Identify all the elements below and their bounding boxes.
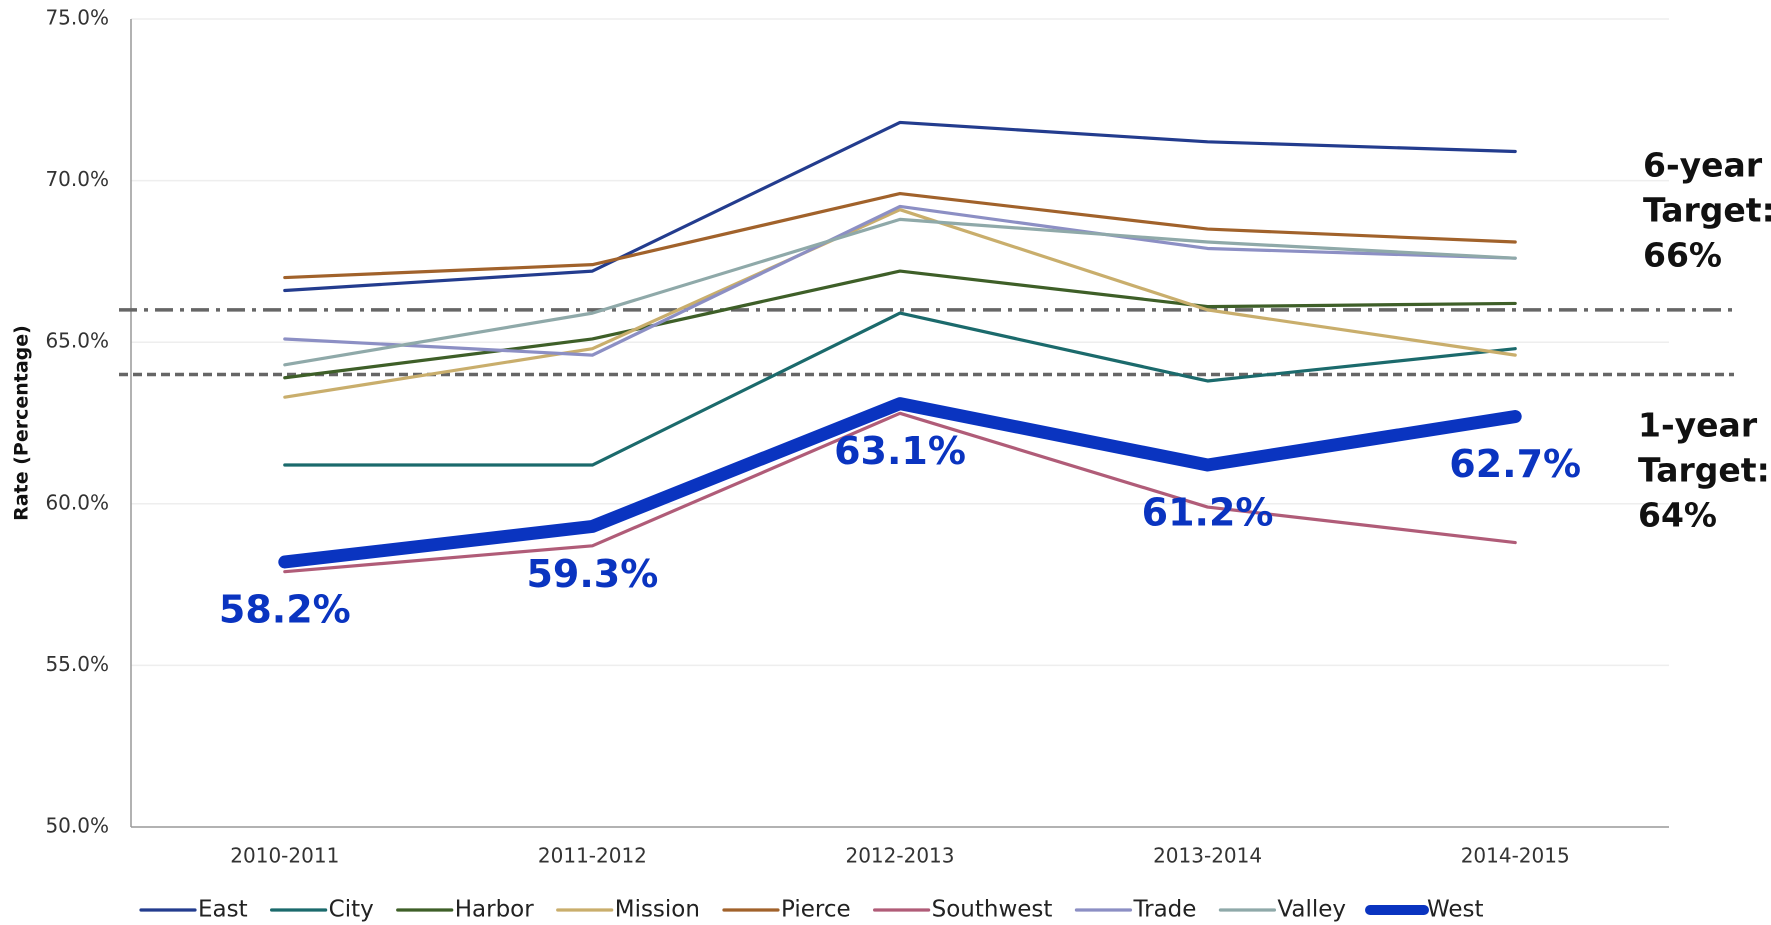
series-line xyxy=(283,311,1517,467)
series-line xyxy=(283,411,1517,574)
y-tick-label: 65.0% xyxy=(45,329,109,353)
series-line xyxy=(283,208,1517,399)
y-axis-label: Rate (Percentage) xyxy=(11,325,33,521)
y-tick-label: 55.0% xyxy=(45,652,109,676)
legend-label: Valley xyxy=(1277,897,1346,923)
target-annotation: 66% xyxy=(1643,236,1722,275)
legend-label: Southwest xyxy=(932,897,1053,923)
target-annotation: Target: xyxy=(1638,451,1770,490)
legend-label: Trade xyxy=(1132,897,1196,923)
legend-label: Pierce xyxy=(781,897,851,923)
legend-label: West xyxy=(1427,897,1484,923)
series-line xyxy=(283,217,1517,367)
x-tick-label: 2011-2012 xyxy=(538,844,647,868)
series-line xyxy=(283,269,1517,380)
data-label: 63.1% xyxy=(834,429,966,473)
y-tick-label: 60.0% xyxy=(45,490,109,514)
y-tick-label: 75.0% xyxy=(45,6,109,30)
legend-label: Mission xyxy=(615,897,700,923)
x-tick-label: 2010-2011 xyxy=(230,844,339,868)
legend-label: City xyxy=(329,897,374,923)
legend-label: East xyxy=(198,897,248,923)
target-annotation: Target: xyxy=(1643,191,1771,230)
y-tick-label: 70.0% xyxy=(45,167,109,191)
data-label: 62.7% xyxy=(1449,442,1581,486)
x-tick-label: 2013-2014 xyxy=(1153,844,1262,868)
target-annotation: 6-year xyxy=(1643,146,1763,185)
target-annotation: 1-year xyxy=(1638,406,1758,445)
data-label: 61.2% xyxy=(1142,491,1274,535)
series-line xyxy=(283,120,1517,293)
data-label: 59.3% xyxy=(526,552,658,596)
series-line xyxy=(283,204,1517,357)
x-tick-label: 2012-2013 xyxy=(845,844,954,868)
x-tick-label: 2014-2015 xyxy=(1461,844,1570,868)
data-label: 58.2% xyxy=(219,587,351,631)
series-line xyxy=(283,191,1517,280)
series-line xyxy=(278,397,1522,569)
legend-label: Harbor xyxy=(455,897,535,923)
target-annotation: 64% xyxy=(1638,496,1717,535)
y-tick-label: 50.0% xyxy=(45,814,109,838)
